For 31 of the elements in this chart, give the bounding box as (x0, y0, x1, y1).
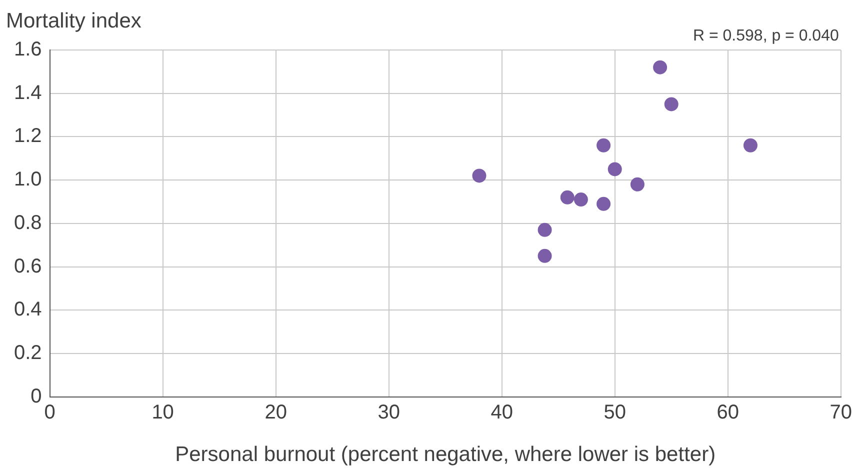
text: R = 0.598, p = 0.040 (692, 27, 839, 44)
x-tick-label: 60 (716, 401, 739, 424)
x-tick-label: 30 (378, 401, 400, 424)
y-tick-label: 0 (30, 385, 42, 408)
y-tick-label: 0.4 (14, 298, 42, 321)
x-tick-label: 10 (152, 401, 174, 424)
point (630, 177, 644, 192)
point (664, 97, 678, 112)
point (574, 192, 588, 207)
point (596, 138, 611, 152)
y-tick-label: 0.6 (14, 255, 42, 278)
point (743, 138, 758, 152)
point (538, 248, 552, 263)
y-tick-label: 0.8 (14, 212, 42, 234)
x-axis-title: Personal burnout (percent negative, where lower is better) (175, 443, 716, 466)
point (560, 190, 574, 204)
y-tick-label: 1.4 (14, 82, 42, 104)
x-tick-label: 40 (490, 401, 513, 424)
y-tick-label: 1.0 (14, 168, 42, 191)
point (538, 222, 552, 237)
x-tick-label: 70 (830, 401, 852, 424)
point (608, 162, 622, 176)
x-tick-label: 20 (264, 401, 287, 424)
point (653, 60, 668, 74)
y-tick-label: 1.2 (14, 125, 42, 148)
y-axis-title: Mortality index (6, 9, 142, 32)
y-tick-label: 0.2 (14, 342, 42, 364)
y-tick-label: 1.6 (14, 38, 42, 61)
x-tick-label: 50 (604, 401, 626, 424)
point (472, 168, 486, 183)
point (596, 196, 611, 211)
